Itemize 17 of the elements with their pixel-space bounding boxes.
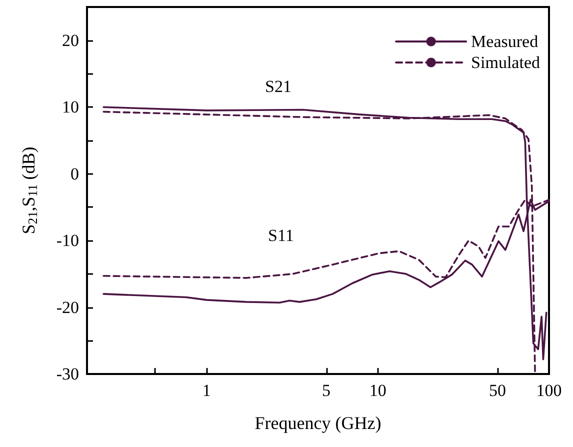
legend-label: Simulated (471, 53, 540, 72)
y-axis-title: S21,S11 (dB) (18, 146, 40, 234)
legend-label: Measured (471, 32, 539, 51)
x-tick-label: 50 (488, 381, 506, 400)
y-tick-label: -10 (56, 231, 79, 250)
y-tick-label: -30 (56, 364, 79, 384)
x-axis-title: Frequency (GHz) (254, 413, 382, 433)
x-tick-label: 1 (202, 381, 211, 400)
x-tick-label: 100 (536, 381, 562, 400)
annotation: S21 (265, 77, 292, 96)
x-tick-label: 5 (322, 381, 331, 400)
y-tick-label: -20 (56, 298, 79, 317)
y-tick-label: 0 (70, 164, 79, 184)
y-tick-label: 20 (62, 30, 79, 50)
annotation: S11 (268, 226, 294, 245)
x-tick-label: 10 (369, 381, 386, 400)
y-tick-label: 10 (62, 98, 79, 117)
